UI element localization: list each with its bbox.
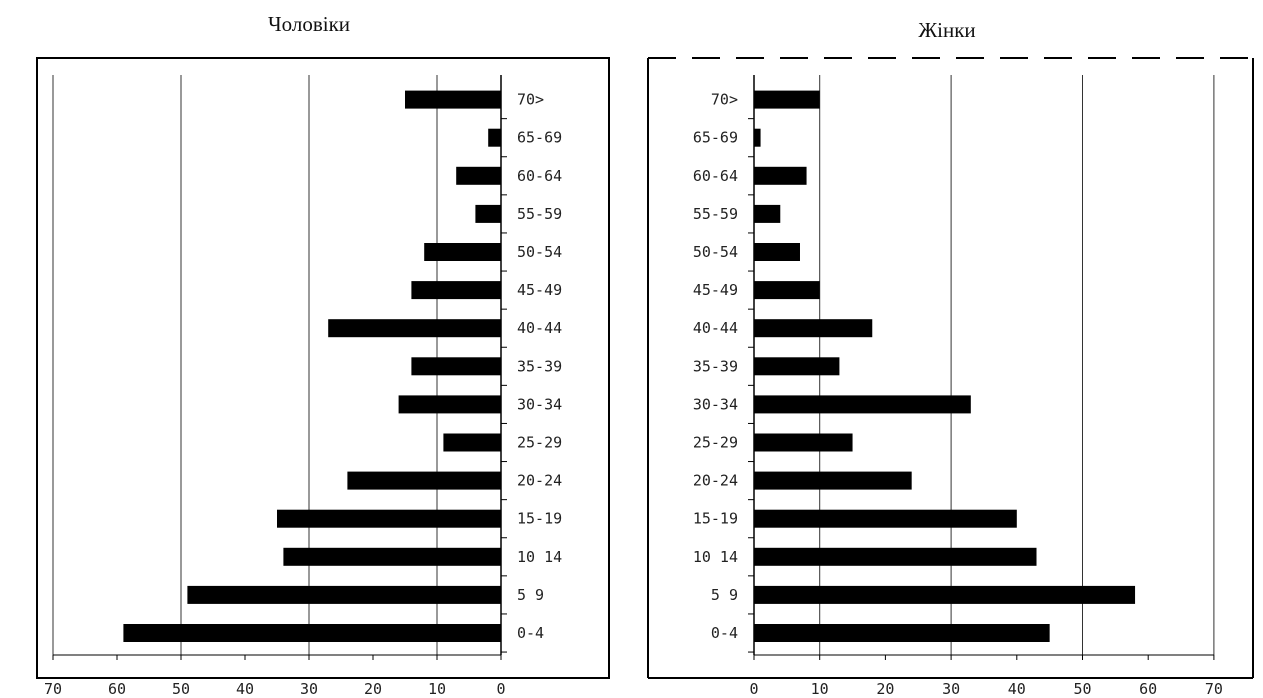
bar <box>328 319 501 338</box>
bar <box>754 128 761 147</box>
bar <box>754 547 1037 566</box>
category-label: 70> <box>517 91 544 109</box>
category-label: 0-4 <box>517 624 544 642</box>
x-tick-label: 20 <box>876 680 894 698</box>
category-label: 25-29 <box>693 434 738 452</box>
bar <box>187 585 501 604</box>
x-tick-label: 40 <box>236 680 254 698</box>
category-label: 10 14 <box>693 548 738 566</box>
chart-title-women: Жінки <box>918 18 976 42</box>
bar <box>411 281 501 300</box>
x-tick-label: 0 <box>496 680 505 698</box>
category-label: 55-59 <box>517 205 562 223</box>
bar <box>283 547 501 566</box>
bar <box>754 585 1136 604</box>
category-label: 20-24 <box>517 472 562 490</box>
x-tick-label: 50 <box>1073 680 1091 698</box>
bar <box>754 166 807 185</box>
category-label: 60-64 <box>517 167 562 185</box>
category-label: 15-19 <box>517 510 562 528</box>
category-label: 10 14 <box>517 548 562 566</box>
category-label: 70> <box>711 91 738 109</box>
category-label: 45-49 <box>517 281 562 299</box>
x-tick-label: 70 <box>1205 680 1223 698</box>
plot-frame <box>36 57 610 679</box>
x-tick-label: 60 <box>1139 680 1157 698</box>
bar <box>754 624 1050 642</box>
category-label: 60-64 <box>693 167 738 185</box>
category-label: 40-44 <box>517 319 562 337</box>
category-label: 20-24 <box>693 472 738 490</box>
category-label: 45-49 <box>693 281 738 299</box>
bar <box>475 204 501 223</box>
bar <box>277 509 501 528</box>
bar <box>405 90 501 109</box>
category-label: 50-54 <box>517 243 562 261</box>
category-label: 65-69 <box>693 129 738 147</box>
chart-title-men: Чоловіки <box>267 12 351 36</box>
bar <box>754 281 820 300</box>
bar <box>456 166 501 185</box>
x-tick-label: 0 <box>749 680 758 698</box>
category-label: 5 9 <box>517 586 544 604</box>
bar <box>754 509 1017 528</box>
category-label: 15-19 <box>693 510 738 528</box>
x-tick-label: 30 <box>942 680 960 698</box>
x-tick-label: 70 <box>44 680 62 698</box>
category-label: 5 9 <box>711 586 738 604</box>
x-tick-label: 60 <box>108 680 126 698</box>
category-label: 0-4 <box>711 624 738 642</box>
women-chart: 0 10 20 30 40 50 60 70 0-4 5 9 10 14 15-19 20-24 25-2… <box>647 57 1254 698</box>
category-label: 55-59 <box>693 205 738 223</box>
category-label: 30-34 <box>517 395 562 413</box>
bar <box>411 357 501 376</box>
bar <box>754 319 873 338</box>
category-label: 30-34 <box>693 395 738 413</box>
bar <box>347 471 501 490</box>
bar <box>754 471 912 490</box>
category-label: 35-39 <box>693 357 738 375</box>
x-tick-label: 10 <box>811 680 829 698</box>
bar <box>754 243 800 261</box>
category-label: 40-44 <box>693 319 738 337</box>
bar <box>398 395 501 414</box>
bar <box>424 243 501 261</box>
x-tick-label: 50 <box>172 680 190 698</box>
category-label: 65-69 <box>517 129 562 147</box>
bar <box>754 395 971 414</box>
bar <box>754 357 840 376</box>
x-tick-label: 30 <box>300 680 318 698</box>
bar <box>754 204 781 223</box>
category-label: 25-29 <box>517 434 562 452</box>
bar <box>123 624 502 642</box>
bar <box>443 433 501 452</box>
category-label: 35-39 <box>517 357 562 375</box>
men-chart: 70 60 50 40 30 20 10 0 0-4 5 9 10 14 15-19 20-24 25-2… <box>36 57 610 698</box>
bar <box>754 433 853 452</box>
bar <box>754 90 820 109</box>
x-tick-label: 20 <box>364 680 382 698</box>
x-tick-label: 10 <box>428 680 446 698</box>
category-label: 50-54 <box>693 243 738 261</box>
bar <box>488 128 501 147</box>
x-tick-label: 40 <box>1008 680 1026 698</box>
